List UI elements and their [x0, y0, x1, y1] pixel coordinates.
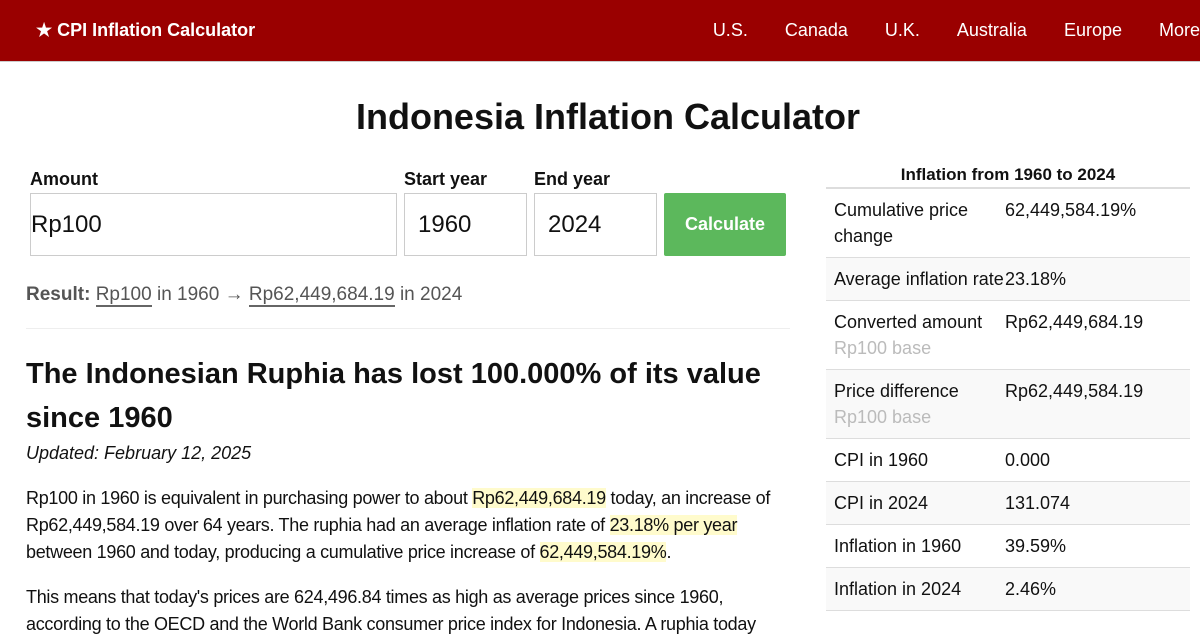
table-title: Inflation from 1960 to 2024	[826, 163, 1190, 189]
row-value: Rp62,449,684.19	[1005, 312, 1144, 332]
text: Rp100 in 1960 is equivalent in purchasin…	[26, 488, 473, 508]
row-label: Inflation in 2024	[834, 576, 1005, 602]
text: between 1960 and today, producing a cumu…	[26, 542, 540, 562]
row-sub: Rp100 base	[834, 407, 932, 427]
row-key: Converted amount	[834, 312, 983, 332]
row-label: Inflation in 1960	[834, 533, 1005, 559]
row-label: CPI in 2024	[834, 490, 1005, 516]
inflation-summary-table: Inflation from 1960 to 2024 Cumulative p…	[826, 163, 1190, 611]
table-row: Inflation in 1960 39.59%	[826, 525, 1190, 568]
row-key: Inflation in 1960	[834, 536, 962, 556]
brand-link[interactable]: ★ CPI Inflation Calculator	[36, 20, 256, 40]
row-value: 0.000	[1005, 450, 1051, 470]
text: today, an increase of Rp62,449,584.19 ov…	[26, 488, 771, 535]
page-title: Indonesia Inflation Calculator	[355, 96, 861, 137]
result-converted-link[interactable]: Rp62,449,684.19	[248, 284, 395, 307]
end-year-input[interactable]: 2024	[534, 193, 657, 256]
nav-link-us[interactable]: U.S.	[712, 20, 748, 40]
explanation-paragraph: This means that today's prices are 624,4…	[26, 587, 756, 634]
nav-link-australia[interactable]: Australia	[956, 20, 1027, 40]
result-amount-link[interactable]: Rp100	[95, 284, 152, 307]
calculate-button[interactable]: Calculate	[664, 193, 786, 256]
amount-label: Amount	[30, 169, 98, 189]
row-value: 2.46%	[1005, 579, 1057, 599]
start-year-input[interactable]: 1960	[404, 193, 527, 256]
table-row: Price difference Rp100 base Rp62,449,584.1…	[826, 370, 1190, 439]
table-row: Average inflation rate 23.18%	[826, 258, 1190, 301]
highlight-rate: 23.18% per year	[609, 515, 738, 535]
result-start-year: in 1960	[156, 284, 220, 305]
row-label: Converted amount Rp100 base	[834, 309, 1005, 361]
row-value: Rp62,449,584.19	[1005, 381, 1144, 401]
nav-link-more[interactable]: More	[1158, 20, 1200, 40]
row-value: 23.18%	[1005, 269, 1067, 289]
row-key: Price difference	[834, 381, 959, 401]
row-key: Cumulative price change	[834, 200, 969, 246]
nav-links: U.S. Canada U.K. Australia Europe More	[676, 20, 1200, 41]
table-row: Converted amount Rp100 base Rp62,449,684.1…	[826, 301, 1190, 370]
divider	[26, 328, 790, 329]
row-label: Average inflation rate	[834, 266, 1005, 292]
result-end-year: in 2024	[399, 284, 463, 305]
table-row: CPI in 2024 131.074	[826, 482, 1190, 525]
table-row: Inflation in 2024 2.46%	[826, 568, 1190, 611]
highlight-converted: Rp62,449,684.19	[472, 488, 606, 508]
updated-date: Updated: February 12, 2025	[26, 443, 252, 463]
row-value: 39.59%	[1005, 536, 1067, 556]
row-value: 131.074	[1005, 493, 1071, 513]
highlight-cumulative: 62,449,584.19%	[539, 542, 667, 562]
row-sub: Rp100 base	[834, 338, 932, 358]
row-key: CPI in 2024	[834, 493, 929, 513]
row-key: Inflation in 2024	[834, 579, 962, 599]
table-row: CPI in 1960 0.000	[826, 439, 1190, 482]
article-heading: The Indonesian Ruphia has lost 100.000% …	[26, 358, 761, 434]
row-label: Cumulative price change	[834, 197, 1005, 249]
nav-link-canada[interactable]: Canada	[784, 20, 848, 40]
nav-link-uk[interactable]: U.K.	[884, 20, 920, 40]
end-year-label: End year	[534, 169, 611, 189]
top-nav: ★ CPI Inflation Calculator U.S. Canada U…	[0, 0, 1200, 62]
summary-paragraph: Rp100 in 1960 is equivalent in purchasin…	[26, 485, 796, 566]
arrow-icon: →	[224, 284, 244, 305]
amount-input[interactable]: Rp100	[30, 193, 397, 256]
result-line: Result: Rp100 in 1960 → Rp62,449,684.19 …	[26, 284, 463, 307]
row-key: Average inflation rate	[834, 269, 1004, 289]
nav-link-europe[interactable]: Europe	[1063, 20, 1122, 40]
row-label: Price difference Rp100 base	[834, 378, 1005, 430]
start-year-label: Start year	[404, 169, 488, 189]
table-row: Cumulative price change 62,449,584.19%	[826, 189, 1190, 258]
row-value: 62,449,584.19%	[1005, 200, 1137, 220]
text: .	[666, 542, 672, 562]
result-label: Result:	[26, 284, 91, 305]
row-key: CPI in 1960	[834, 450, 929, 470]
row-label: CPI in 1960	[834, 447, 1005, 473]
